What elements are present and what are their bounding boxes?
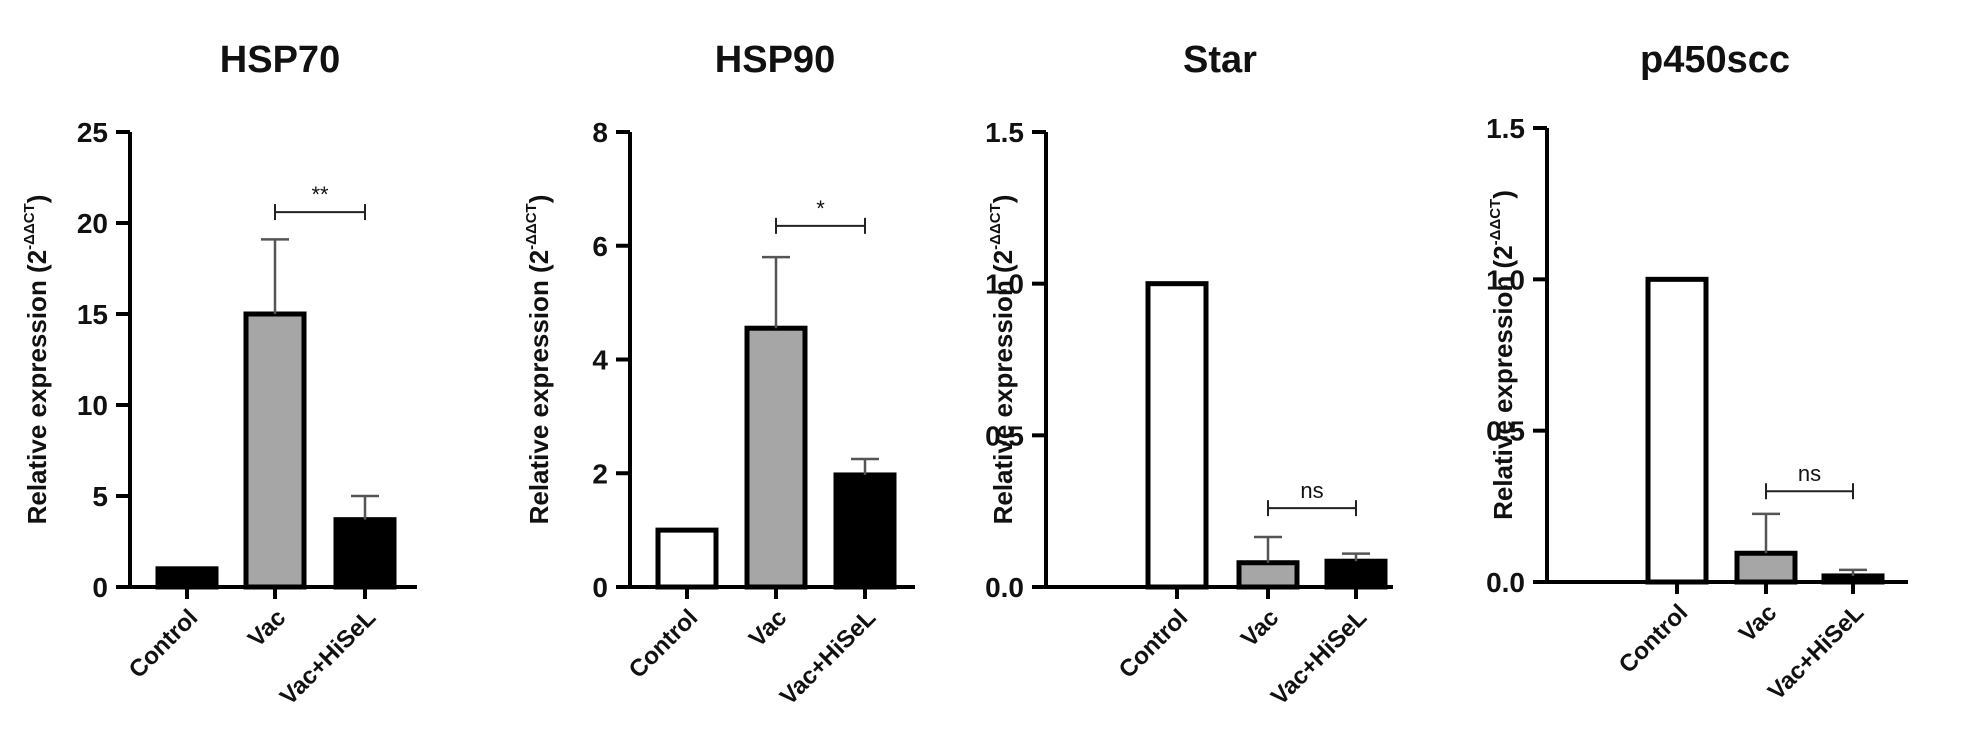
y-tick-label: 4 xyxy=(592,345,608,376)
bar-control xyxy=(1645,276,1709,585)
chart-panel-2: HSP90 Relative expression (2-ΔΔCT) 0 2 4 6 8 Co… xyxy=(523,39,915,711)
y-tick-label: 0.0 xyxy=(1486,567,1525,598)
x-tick-label: Control xyxy=(624,604,703,683)
bar-vac xyxy=(1734,550,1798,585)
y-tick-label: 1.0 xyxy=(1486,264,1525,295)
y-tick-label: 1.0 xyxy=(985,269,1024,300)
chart-title: HSP70 xyxy=(220,39,340,81)
chart-title: p450scc xyxy=(1640,39,1790,81)
bar-vac xyxy=(1236,560,1300,590)
x-tick-label: Vac xyxy=(1734,599,1782,647)
bar-control xyxy=(655,527,719,590)
x-tick-label: Vac+HiSeL xyxy=(1266,604,1372,710)
y-tick-label: 6 xyxy=(592,231,608,262)
y-axis-label: Relative expression (2-ΔΔCT) xyxy=(987,195,1018,525)
y-tick-label: 1.5 xyxy=(1486,113,1525,144)
y-tick-label: 1.5 xyxy=(985,117,1024,148)
chart-panel-3: Star Relative expression (2-ΔΔCT) 0.0 0.5 1.… xyxy=(985,39,1393,711)
y-tick-label: 2 xyxy=(592,458,608,489)
chart-title: HSP90 xyxy=(715,39,835,81)
x-tick-label: Vac+HiSeL xyxy=(775,604,881,710)
bar-vac-hisel xyxy=(333,517,397,590)
y-tick-label: 0.5 xyxy=(985,420,1024,451)
x-tick-label: Control xyxy=(1614,599,1693,678)
significance-label: * xyxy=(816,196,825,221)
y-axis-label: Relative expression (2-ΔΔCT) xyxy=(21,195,52,525)
y-axis-label: Relative expression (2-ΔΔCT) xyxy=(1487,190,1518,520)
x-tick-label: Control xyxy=(124,604,203,683)
y-axis-label: Relative expression (2-ΔΔCT) xyxy=(523,195,554,525)
bar-vac xyxy=(744,325,808,590)
y-tick-label: 0.0 xyxy=(985,572,1024,603)
x-tick-label: Vac xyxy=(744,604,792,652)
y-tick-label: 10 xyxy=(77,390,108,421)
chart-title: Star xyxy=(1183,39,1257,81)
y-tick-label: 0 xyxy=(592,572,608,603)
y-tick-label: 0 xyxy=(92,572,108,603)
x-tick-label: Vac xyxy=(1236,604,1284,652)
bar-control xyxy=(1145,281,1209,590)
x-tick-label: Control xyxy=(1114,604,1193,683)
y-tick-label: 0.5 xyxy=(1486,416,1525,447)
y-tick-label: 15 xyxy=(77,299,108,330)
y-tick-label: 25 xyxy=(77,117,108,148)
significance-label: ns xyxy=(1798,461,1821,486)
x-tick-label: Vac+HiSeL xyxy=(275,604,381,710)
chart-panel-4: p450scc Relative expression (2-ΔΔCT) 0.0 0.… xyxy=(1486,39,1908,706)
y-tick-label: 20 xyxy=(77,208,108,239)
significance-label: ** xyxy=(311,182,329,207)
bar-vac-hisel xyxy=(833,472,897,590)
x-tick-label: Vac xyxy=(243,604,291,652)
chart-panel-1: HSP70 Relative expression (2-ΔΔCT) 0 5 10 15 2… xyxy=(21,39,417,711)
y-tick-label: 8 xyxy=(592,117,608,148)
bar-control xyxy=(155,566,219,590)
significance-label: ns xyxy=(1300,478,1323,503)
y-tick-label: 5 xyxy=(92,481,108,512)
bar-vac xyxy=(243,311,307,590)
bar-vac-hisel xyxy=(1324,558,1388,590)
